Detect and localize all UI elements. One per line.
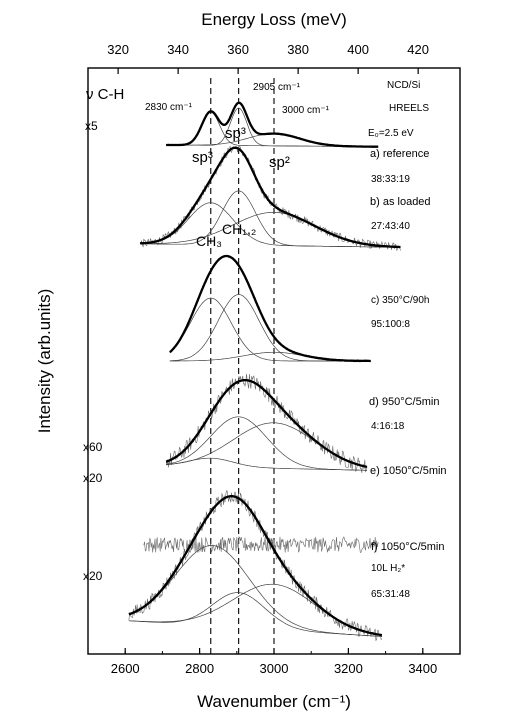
fit-envelope — [165, 379, 368, 469]
axis-ticks: 2600 2800 3000 3200 3400 320 340 360 380 400 420 — [87, 42, 461, 676]
spectrum-raw-data — [169, 254, 371, 363]
ratio-c: 95:100:8 — [371, 319, 410, 330]
x-tick-label: 3000 — [260, 661, 289, 676]
fit-component — [140, 212, 401, 248]
label-d: d) 950°C/5min — [369, 396, 439, 408]
ratio-a: 38:33:19 — [371, 174, 410, 185]
y-axis-title: Intensity (arb.units) — [35, 289, 54, 434]
top-tick-label: 380 — [287, 42, 309, 57]
top-tick-label: 320 — [107, 42, 129, 57]
label-f: f) 1050°C/5min — [371, 541, 445, 553]
wn-2905-annotation: 2905 cm⁻¹ — [253, 82, 301, 93]
top-axis-title: Energy Loss (meV) — [201, 10, 347, 29]
multiplier-e: x20 — [83, 471, 103, 485]
nu-ch-annotation: ν C-H — [86, 86, 124, 103]
fit-envelope — [169, 254, 371, 363]
vertical-reference-lines — [210, 78, 275, 654]
wn-3000-annotation: 3000 cm⁻¹ — [282, 105, 330, 116]
sp3-top-annotation: sp³ — [225, 125, 246, 142]
ch12-annotation: CH₁,₂ — [222, 221, 256, 237]
x-axis-title: Wavenumber (cm⁻¹) — [197, 692, 351, 711]
multiplier-d: x60 — [83, 440, 103, 454]
label-b: b) as loaded — [370, 196, 431, 208]
sp3-left-annotation: sp³ — [192, 149, 213, 166]
fit-component — [166, 422, 368, 468]
x-tick-label: 3400 — [408, 661, 437, 676]
ratio-b: 27:43:40 — [371, 221, 410, 232]
spectrum-raw-data — [128, 490, 383, 642]
method-annotation: HREELS — [389, 103, 429, 114]
top-tick-label: 360 — [227, 42, 249, 57]
label-c: c) 350°C/90h — [371, 295, 429, 306]
x-tick-label: 2800 — [185, 661, 214, 676]
label-e: e) 1050°C/5min — [370, 465, 447, 477]
sublabel-f: 10L H₂* — [371, 563, 405, 574]
fit-component — [140, 190, 401, 248]
label-a: a) reference — [370, 148, 429, 160]
fit-component — [128, 583, 382, 636]
spectrum-raw-data — [165, 101, 379, 149]
spectrum-raw-data — [143, 536, 379, 553]
fit-component — [166, 457, 367, 471]
ch3-annotation: CH₃ — [196, 233, 222, 249]
wn-2830-annotation: 2830 cm⁻¹ — [145, 102, 193, 113]
sample-annotation: NCD/Si — [387, 80, 420, 91]
ratio-f: 65:31:48 — [371, 589, 410, 600]
energy-annotation: E₀=2.5 eV — [368, 128, 414, 139]
fit-envelope — [166, 101, 379, 148]
spectra-group — [128, 101, 401, 642]
fit-component — [166, 416, 367, 471]
fit-component — [128, 592, 382, 637]
fit-envelope — [128, 495, 383, 637]
top-tick-label: 400 — [347, 42, 369, 57]
multiplier-f: x20 — [83, 569, 103, 583]
fit-component — [166, 111, 378, 148]
fit-envelope — [139, 146, 401, 249]
ratio-d: 4:16:18 — [371, 421, 405, 432]
fit-component — [166, 107, 378, 148]
x-tick-label: 3200 — [334, 661, 363, 676]
top-tick-label: 340 — [167, 42, 189, 57]
multiplier-a: x5 — [85, 119, 98, 133]
sp2-annotation: sp² — [269, 154, 290, 171]
fit-component — [169, 294, 371, 362]
top-tick-label: 420 — [407, 42, 429, 57]
x-tick-label: 2600 — [111, 661, 140, 676]
